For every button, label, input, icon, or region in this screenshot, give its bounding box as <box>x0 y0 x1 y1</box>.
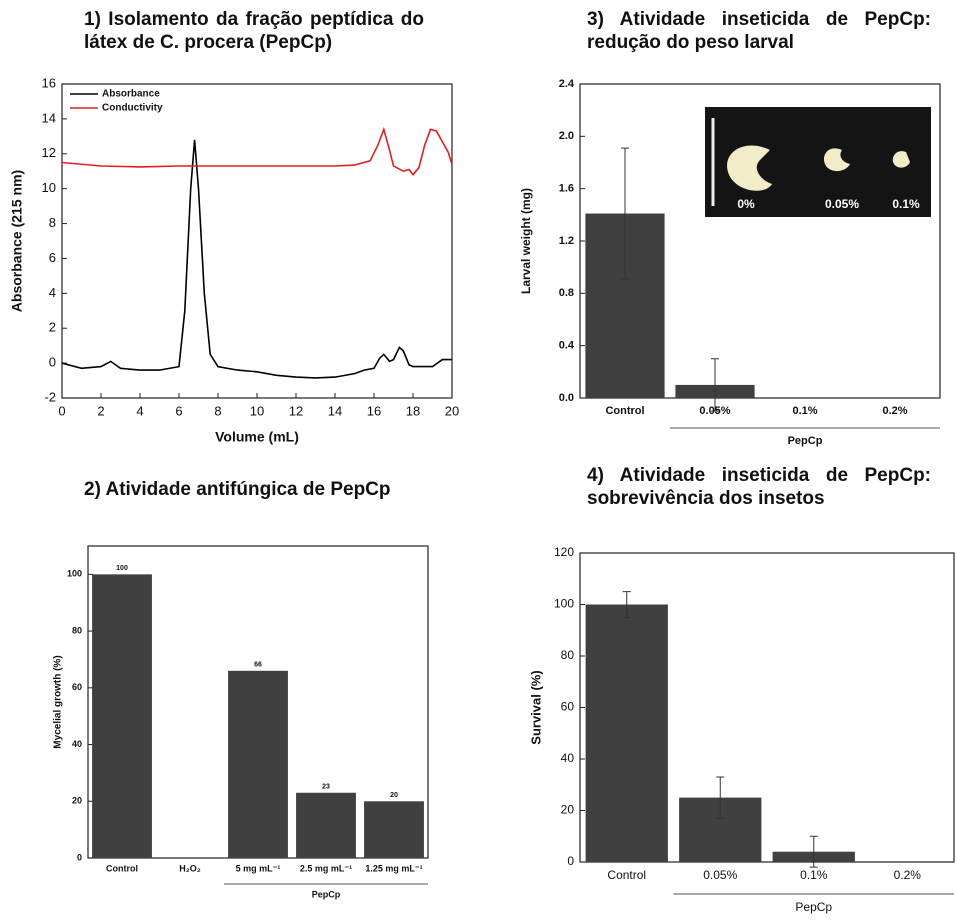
group-label: PepCp <box>788 435 823 447</box>
y-tick-label: 80 <box>561 648 575 662</box>
x-tick-label: 0.2% <box>882 405 907 417</box>
x-tick-label: Control <box>607 868 646 882</box>
chart-title: 3) Atividade inseticida de PepCp: reduçã… <box>587 9 931 53</box>
x-tick-label: 2 <box>97 403 104 418</box>
y-tick-label: 6 <box>49 250 56 265</box>
error-bar <box>809 835 818 868</box>
larva <box>823 148 850 172</box>
x-tick-label: 1.25 mg mL⁻¹ <box>365 863 422 873</box>
legend-label: Conductivity <box>102 103 163 114</box>
x-tick-label: 12 <box>289 403 303 418</box>
x-tick-label: 4 <box>136 403 143 418</box>
y-tick-label: 60 <box>561 700 575 714</box>
y-tick-label: 40 <box>72 739 82 749</box>
y-tick-label: 120 <box>554 545 574 559</box>
x-tick-label: Control <box>106 863 138 873</box>
bar <box>92 574 152 858</box>
value-label: 23 <box>322 784 330 791</box>
y-tick-label: 1.2 <box>559 235 574 247</box>
y-tick-label: 20 <box>72 796 82 806</box>
x-tick-label: 8 <box>214 403 221 418</box>
value-label: 66 <box>254 662 262 669</box>
error-bar <box>716 776 725 819</box>
y-tick-label: 12 <box>42 145 56 160</box>
bar <box>296 792 356 858</box>
value-label: 100 <box>116 565 128 572</box>
x-tick-label: 16 <box>367 403 381 418</box>
x-tick-label: 14 <box>328 403 342 418</box>
y-tick-label: 60 <box>72 682 82 692</box>
y-tick-label: 100 <box>554 597 574 611</box>
x-tick-label: 0.05% <box>703 868 737 882</box>
error-bar <box>622 591 631 618</box>
plot-frame <box>61 83 453 399</box>
y-tick-label: 100 <box>67 569 82 579</box>
y-tick-label: 0 <box>77 852 82 862</box>
inset-label: 0.05% <box>825 197 859 211</box>
error-bar <box>621 147 629 280</box>
chart-title: 2) Atividade antifúngica de PepCp <box>84 479 391 500</box>
error-bar <box>711 358 719 412</box>
y-tick-label: 10 <box>42 180 56 195</box>
inset-label: 0% <box>737 197 755 211</box>
y-tick-label: 1.6 <box>559 183 574 195</box>
x-tick-label: 10 <box>250 403 264 418</box>
x-tick-label: H₂O₂ <box>179 863 201 873</box>
bar <box>364 801 424 858</box>
y-tick-label: 16 <box>42 75 56 90</box>
y-tick-label: 2.4 <box>559 78 575 90</box>
y-tick-label: 40 <box>561 751 575 765</box>
y-tick-label: 2 <box>49 320 56 335</box>
x-tick-label: 0.1% <box>800 868 828 882</box>
bar <box>228 670 288 858</box>
y-tick-label: -2 <box>44 389 56 404</box>
y-axis-label: Survival (%) <box>528 670 543 744</box>
larva <box>892 151 910 168</box>
data-line <box>61 139 452 379</box>
group-label: PepCp <box>795 900 832 914</box>
y-tick-label: 0.8 <box>559 287 574 299</box>
y-tick-label: 20 <box>561 803 575 817</box>
data-line <box>61 126 453 176</box>
y-tick-label: 0.4 <box>559 340 575 352</box>
x-tick-label: 20 <box>445 403 459 418</box>
y-axis-label: Absorbance (215 nm) <box>9 170 25 312</box>
larva <box>727 145 772 191</box>
y-tick-label: 4 <box>49 285 56 300</box>
y-tick-label: 14 <box>42 110 56 125</box>
chart-title: 1) Isolamento da fração peptídica do lát… <box>84 9 424 53</box>
y-tick-label: 0 <box>49 355 56 370</box>
value-label: 20 <box>390 792 398 799</box>
inset-label: 0.1% <box>892 197 920 211</box>
x-tick-label: 0 <box>58 403 65 418</box>
y-tick-label: 2.0 <box>559 130 574 142</box>
y-tick-label: 0.0 <box>559 392 574 404</box>
bar <box>585 604 668 862</box>
x-tick-label: 5 mg mL⁻¹ <box>236 863 281 873</box>
x-tick-label: 6 <box>175 403 182 418</box>
x-axis-label: Volume (mL) <box>215 429 299 445</box>
x-tick-label: Control <box>605 405 644 417</box>
y-axis-label: Larval weight (mg) <box>519 188 533 294</box>
chart-title: 4) Atividade inseticida de PepCp: sobrev… <box>587 465 931 509</box>
legend-label: Absorbance <box>102 89 160 100</box>
x-tick-label: 18 <box>406 403 420 418</box>
y-tick-label: 0 <box>567 854 574 868</box>
group-label: PepCp <box>312 889 341 899</box>
x-tick-label: 0.2% <box>894 868 922 882</box>
x-tick-label: 2.5 mg mL⁻¹ <box>300 863 352 873</box>
y-axis-label: Mycelial growth (%) <box>53 655 64 748</box>
y-tick-label: 8 <box>49 215 56 230</box>
x-tick-label: 0.1% <box>792 405 817 417</box>
y-tick-label: 80 <box>72 625 82 635</box>
